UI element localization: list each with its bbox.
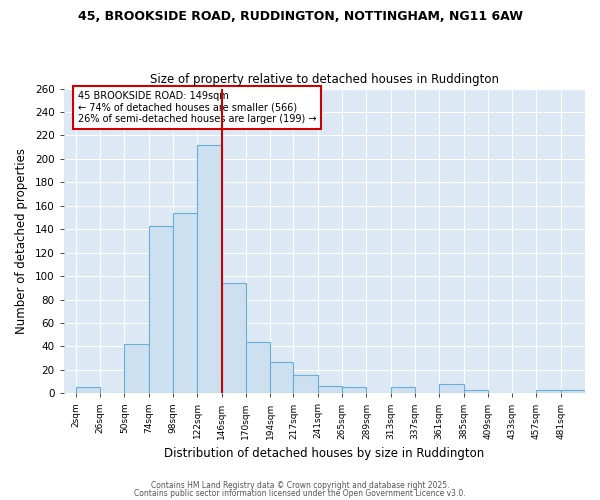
Bar xyxy=(391,388,415,394)
Bar xyxy=(536,390,561,394)
Text: 45 BROOKSIDE ROAD: 149sqm
← 74% of detached houses are smaller (566)
26% of semi: 45 BROOKSIDE ROAD: 149sqm ← 74% of detac… xyxy=(78,91,316,124)
Bar xyxy=(124,344,149,394)
Bar xyxy=(342,388,367,394)
Bar xyxy=(246,342,270,394)
Bar xyxy=(318,386,342,394)
Bar xyxy=(76,388,100,394)
Bar xyxy=(293,374,318,394)
Bar xyxy=(173,213,197,394)
X-axis label: Distribution of detached houses by size in Ruddington: Distribution of detached houses by size … xyxy=(164,447,484,460)
Bar xyxy=(221,283,246,394)
Text: Contains HM Land Registry data © Crown copyright and database right 2025.: Contains HM Land Registry data © Crown c… xyxy=(151,481,449,490)
Bar xyxy=(197,145,221,394)
Bar xyxy=(270,362,293,394)
Y-axis label: Number of detached properties: Number of detached properties xyxy=(15,148,28,334)
Bar xyxy=(464,390,488,394)
Text: 45, BROOKSIDE ROAD, RUDDINGTON, NOTTINGHAM, NG11 6AW: 45, BROOKSIDE ROAD, RUDDINGTON, NOTTINGH… xyxy=(77,10,523,23)
Bar xyxy=(149,226,173,394)
Title: Size of property relative to detached houses in Ruddington: Size of property relative to detached ho… xyxy=(150,73,499,86)
Bar xyxy=(561,390,585,394)
Text: Contains public sector information licensed under the Open Government Licence v3: Contains public sector information licen… xyxy=(134,488,466,498)
Bar xyxy=(439,384,464,394)
